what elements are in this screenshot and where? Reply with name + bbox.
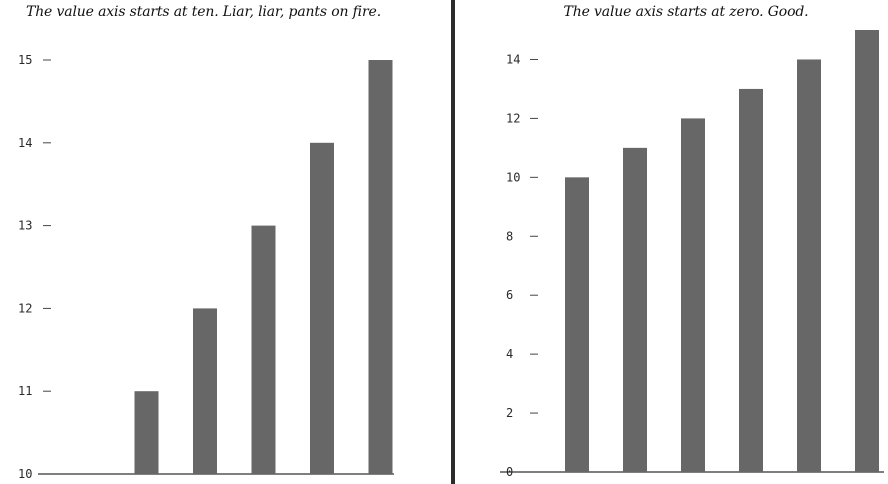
chart-0-y-tick-label: 15 — [18, 53, 32, 67]
chart-1-bar-1 — [623, 147, 647, 472]
chart-0-bar-1 — [134, 391, 159, 474]
right-bar-chart: 0 2 4 6 8 10 12 14 — [500, 30, 884, 479]
right-chart-title: The value axis starts at zero. Good. — [563, 4, 809, 20]
left-chart-title: The value axis starts at ten. Liar, liar… — [26, 4, 381, 20]
chart-1-bar-0 — [565, 177, 589, 473]
panel-divider — [451, 0, 455, 484]
chart-1-bar-5 — [855, 30, 879, 472]
chart-1-y-tick-label: 2 — [506, 406, 513, 420]
chart-0-bar-5 — [368, 60, 393, 474]
chart-0-y-tick-label: 11 — [18, 384, 32, 398]
chart-1-bar-3 — [739, 88, 763, 472]
left-bar-chart: 10 11 12 13 14 15 — [18, 53, 394, 481]
chart-1-y-tick-label: 0 — [506, 465, 513, 479]
chart-0-y-tick-label: 14 — [18, 136, 32, 150]
chart-0-bar-3 — [251, 225, 276, 474]
chart-0-bar-2 — [193, 308, 217, 474]
chart-1-bar-4 — [797, 59, 821, 472]
chart-0-y-tick-label: 10 — [18, 467, 32, 481]
chart-1-y-tick-label: 10 — [506, 170, 520, 184]
chart-0-bar-4 — [310, 142, 334, 475]
chart-0-y-tick-label: 13 — [18, 219, 32, 233]
chart-1-y-tick-label: 4 — [506, 347, 513, 361]
chart-1-y-tick-label: 8 — [506, 229, 513, 243]
chart-1-y-tick-label: 6 — [506, 288, 513, 302]
chart-1-y-tick-label: 12 — [506, 111, 520, 125]
chart-1-bar-2 — [681, 118, 705, 473]
chart-1-y-tick-label: 14 — [506, 52, 520, 66]
chart-0-y-tick-label: 12 — [18, 301, 32, 315]
